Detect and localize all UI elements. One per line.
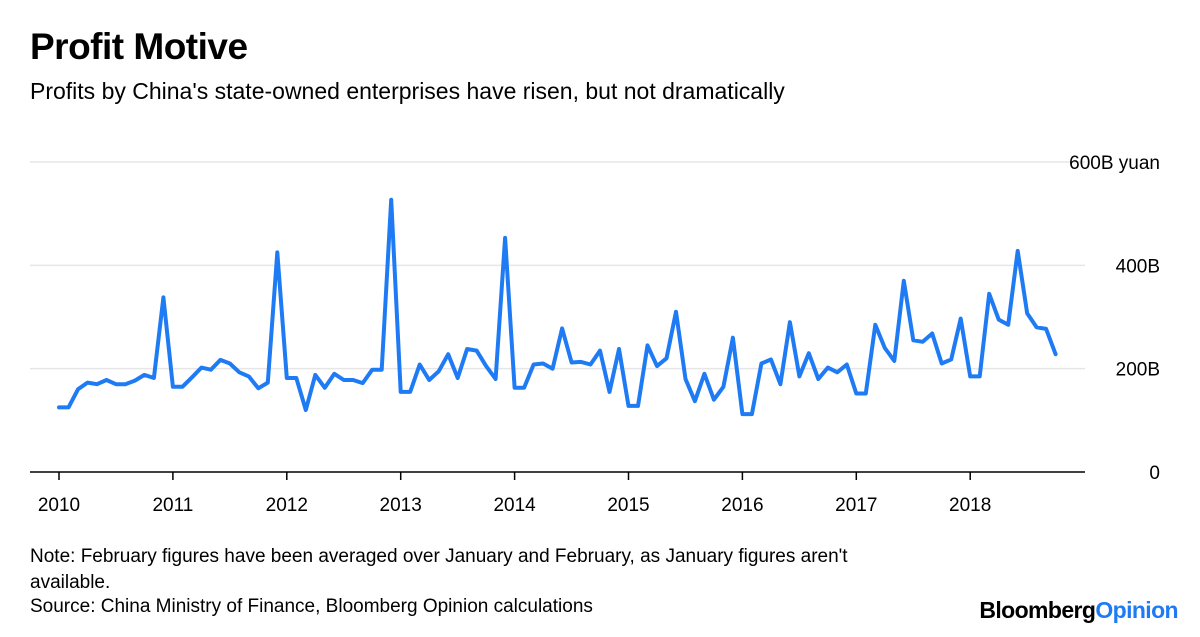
x-tick-label: 2016 <box>721 495 763 516</box>
y-tick-label: 0 <box>1149 463 1160 484</box>
x-tick-label: 2011 <box>152 495 193 516</box>
series-layer <box>57 197 1058 417</box>
x-tick-label: 2012 <box>266 495 308 516</box>
chart-note: Note: February figures have been average… <box>30 546 848 593</box>
x-tick-label: 2013 <box>380 495 422 516</box>
series-line <box>57 197 1058 417</box>
brand-logo-part2: Opinion <box>1095 597 1178 623</box>
x-axis: 2010 2011 2012 2013 2014 2015 2016 2017 2018 <box>30 471 1085 516</box>
y-tick-label: 600B yuan <box>1069 153 1160 174</box>
brand-logo-part1: Bloomberg <box>979 597 1096 623</box>
chart-subtitle: Profits by China's state-owned enterpris… <box>30 78 785 104</box>
chart-source: Source: China Ministry of Finance, Bloom… <box>30 596 593 617</box>
x-tick-label: 2018 <box>949 495 991 516</box>
x-tick-label: 2015 <box>607 495 649 516</box>
x-tick-label: 2017 <box>835 495 877 516</box>
x-tick-label: 2010 <box>38 495 80 516</box>
y-tick-label: 200B <box>1116 360 1160 381</box>
x-tick-label: 2014 <box>493 495 536 516</box>
brand-logo: BloombergOpinion <box>979 597 1178 624</box>
y-axis-labels: 0 200B 400B 600B yuan <box>1069 153 1160 484</box>
chart-title: Profit Motive <box>30 26 248 67</box>
y-tick-label: 400B <box>1116 256 1160 277</box>
